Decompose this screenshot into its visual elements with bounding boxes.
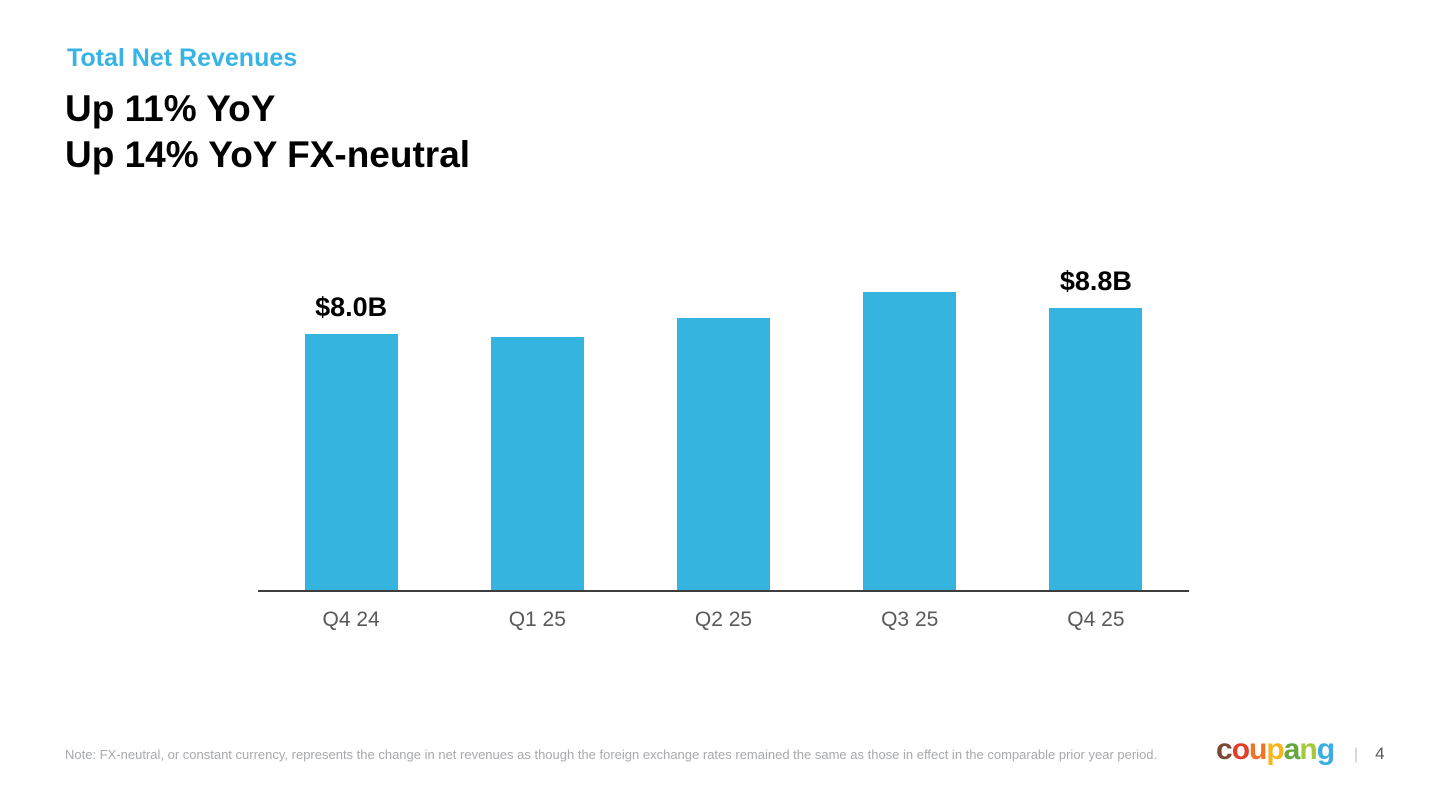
x-axis-label: Q4 25 (1067, 608, 1125, 631)
logo-letter: a (1283, 733, 1301, 766)
slide-eyebrow-title: Total Net Revenues (67, 44, 298, 72)
bar (1049, 308, 1143, 590)
footer-divider: | (1354, 746, 1359, 763)
headline-line-2: Up 14% YoY FX-neutral (65, 134, 471, 175)
logo-letter: u (1249, 733, 1267, 766)
headline-line-1: Up 11% YoY (65, 88, 276, 129)
logo-letter: n (1299, 733, 1317, 766)
footnote: Note: FX-neutral, or constant currency, … (65, 747, 1158, 762)
logo-letter: p (1266, 733, 1284, 766)
slide-footer: coupang | 4 (1216, 733, 1385, 767)
bar (677, 318, 770, 590)
bar (490, 337, 584, 590)
bar (863, 292, 957, 590)
logo-letter: o (1231, 733, 1250, 766)
slide-headline: Up 11% YoY Up 14% YoY FX-neutral (65, 86, 470, 178)
x-axis-label: Q4 24 (322, 608, 380, 631)
bar (304, 334, 398, 590)
bar-slot (630, 258, 816, 590)
bar-value-label: $8.8B (1059, 266, 1132, 297)
bar-value-label: $8.0B (315, 292, 388, 322)
chart-bars: $8.0B $8.8B (258, 258, 1189, 592)
x-axis-label: Q1 25 (508, 608, 566, 631)
bar-slot (817, 258, 1003, 590)
x-axis-label: Q3 25 (881, 608, 939, 631)
bar-slot (444, 258, 630, 590)
bar-slot: $8.8B (1003, 258, 1189, 590)
x-axis-label: Q2 25 (694, 608, 753, 631)
logo-letter: c (1216, 733, 1233, 766)
page-number: 4 (1375, 744, 1385, 763)
chart-x-labels: Q4 24 Q1 25 Q2 25 Q3 25 Q4 25 (258, 608, 1189, 632)
bar-slot: $8.0B (258, 258, 444, 590)
coupang-logo: coupang (1216, 733, 1335, 767)
logo-letter: g (1316, 733, 1335, 766)
